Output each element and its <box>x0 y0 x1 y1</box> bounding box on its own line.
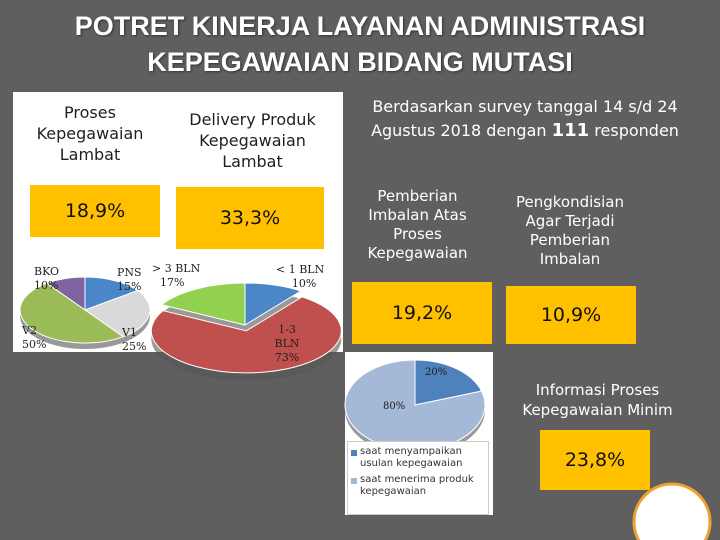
label-v1-value: 25% <box>122 340 147 353</box>
survey-text-post: responden <box>594 121 679 140</box>
proses-pie-slice-1 <box>84 276 139 311</box>
label-1-3bln: 1-3 BLN 73% <box>270 323 304 365</box>
survey-text: Berdasarkan survey tanggal 14 s/d 24 Agu… <box>350 95 700 143</box>
middle-percent-box: 33,3% <box>176 187 324 249</box>
label-pns: PNS 15% <box>117 266 142 294</box>
legend-swatch-usulan <box>351 450 357 456</box>
middle-percent: 33,3% <box>219 207 281 229</box>
proses-pie-slice-2 <box>83 290 151 338</box>
legend-swatch-produk <box>351 478 357 484</box>
delivery-pie-slice-0 <box>160 282 246 326</box>
delivery-pie-slice-1 <box>244 282 303 326</box>
label-1-3bln-value: 73% <box>274 351 300 364</box>
label-pns-name: PNS <box>117 266 142 279</box>
label-gt3bln: > 3 BLN 17% <box>152 262 200 290</box>
title-line-1: POTRET KINERJA LAYANAN ADMINISTRASI <box>74 11 646 41</box>
label-bko-name: BKO <box>34 265 60 278</box>
label-v2-value: 50% <box>22 338 47 351</box>
survey-respondents: 111 <box>551 120 590 141</box>
proses-pie-slice-3 <box>19 282 125 344</box>
survey-text-pre: Berdasarkan survey tanggal 14 s/d 24 Agu… <box>371 97 678 140</box>
legend-item-usulan: saat menyampaikan usulan kepegawaian <box>351 446 486 470</box>
label-lt1bln: < 1 BLN 10% <box>276 263 324 291</box>
imbalan-legend: saat menyampaikan usulan kepegawaian saa… <box>347 441 489 515</box>
label-80pct: 80% <box>383 401 406 412</box>
pengkondisian-percent-box: 10,9% <box>506 286 636 344</box>
informasi-heading: Informasi Proses Kepegawaian Minim <box>522 381 673 419</box>
legend-item-produk: saat menerima produk kepegawaian <box>351 474 486 498</box>
label-bko: BKO 10% <box>34 265 59 293</box>
left-heading: Proses Kepegawaian Lambat <box>36 103 144 164</box>
left-percent: 18,9% <box>64 200 126 222</box>
left-percent-box: 18,9% <box>30 185 160 237</box>
label-gt3bln-name: > 3 BLN <box>152 262 201 275</box>
label-v2: V2 50% <box>22 324 46 352</box>
label-lt1bln-value: 10% <box>291 277 317 290</box>
label-v2-name: V2 <box>22 324 37 337</box>
title-line-2: KEPEGAWAIAN BIDANG MUTASI <box>147 47 573 77</box>
label-gt3bln-value: 17% <box>160 276 185 289</box>
label-20pct: 20% <box>425 367 448 378</box>
label-v1: V1 25% <box>122 326 146 354</box>
label-1-3bln-name: 1-3 BLN <box>274 323 300 350</box>
label-bko-value: 10% <box>34 279 59 292</box>
imbalan-heading: Pemberian Imbalan Atas Proses Kepegawaia… <box>367 187 468 262</box>
delivery-pie-slice-2 <box>150 296 342 374</box>
label-v1-name: V1 <box>122 326 137 339</box>
middle-heading: Delivery Produk Kepegawaian Lambat <box>189 110 316 171</box>
informasi-percent: 23,8% <box>564 449 626 471</box>
imbalan-percent-box: 19,2% <box>352 282 492 344</box>
pengkondisian-heading: Pengkondisian Agar Terjadi Pemberian Imb… <box>516 193 624 268</box>
label-lt1bln-name: < 1 BLN <box>276 263 325 276</box>
pengkondisian-percent: 10,9% <box>540 304 602 326</box>
imbalan-percent: 19,2% <box>391 302 453 324</box>
legend-label-usulan: saat menyampaikan usulan kepegawaian <box>360 446 463 469</box>
page-title: POTRET KINERJA LAYANAN ADMINISTRASI KEPE… <box>0 8 720 80</box>
label-pns-value: 15% <box>117 280 142 293</box>
informasi-percent-box: 23,8% <box>540 430 650 490</box>
legend-label-produk: saat menerima produk kepegawaian <box>360 474 474 497</box>
imbalan-pie-slice-0 <box>414 359 483 406</box>
